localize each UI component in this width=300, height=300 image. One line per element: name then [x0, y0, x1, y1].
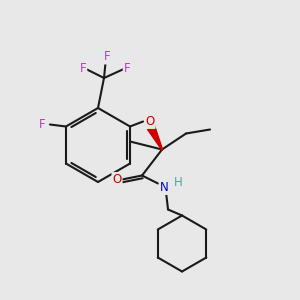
Text: F: F — [124, 61, 130, 74]
Polygon shape — [148, 126, 163, 150]
Text: O: O — [146, 115, 155, 128]
Text: H: H — [174, 176, 182, 189]
Text: O: O — [112, 173, 122, 186]
Text: N: N — [160, 181, 168, 194]
Text: F: F — [104, 50, 110, 64]
Text: F: F — [80, 61, 86, 74]
Text: F: F — [39, 118, 45, 131]
